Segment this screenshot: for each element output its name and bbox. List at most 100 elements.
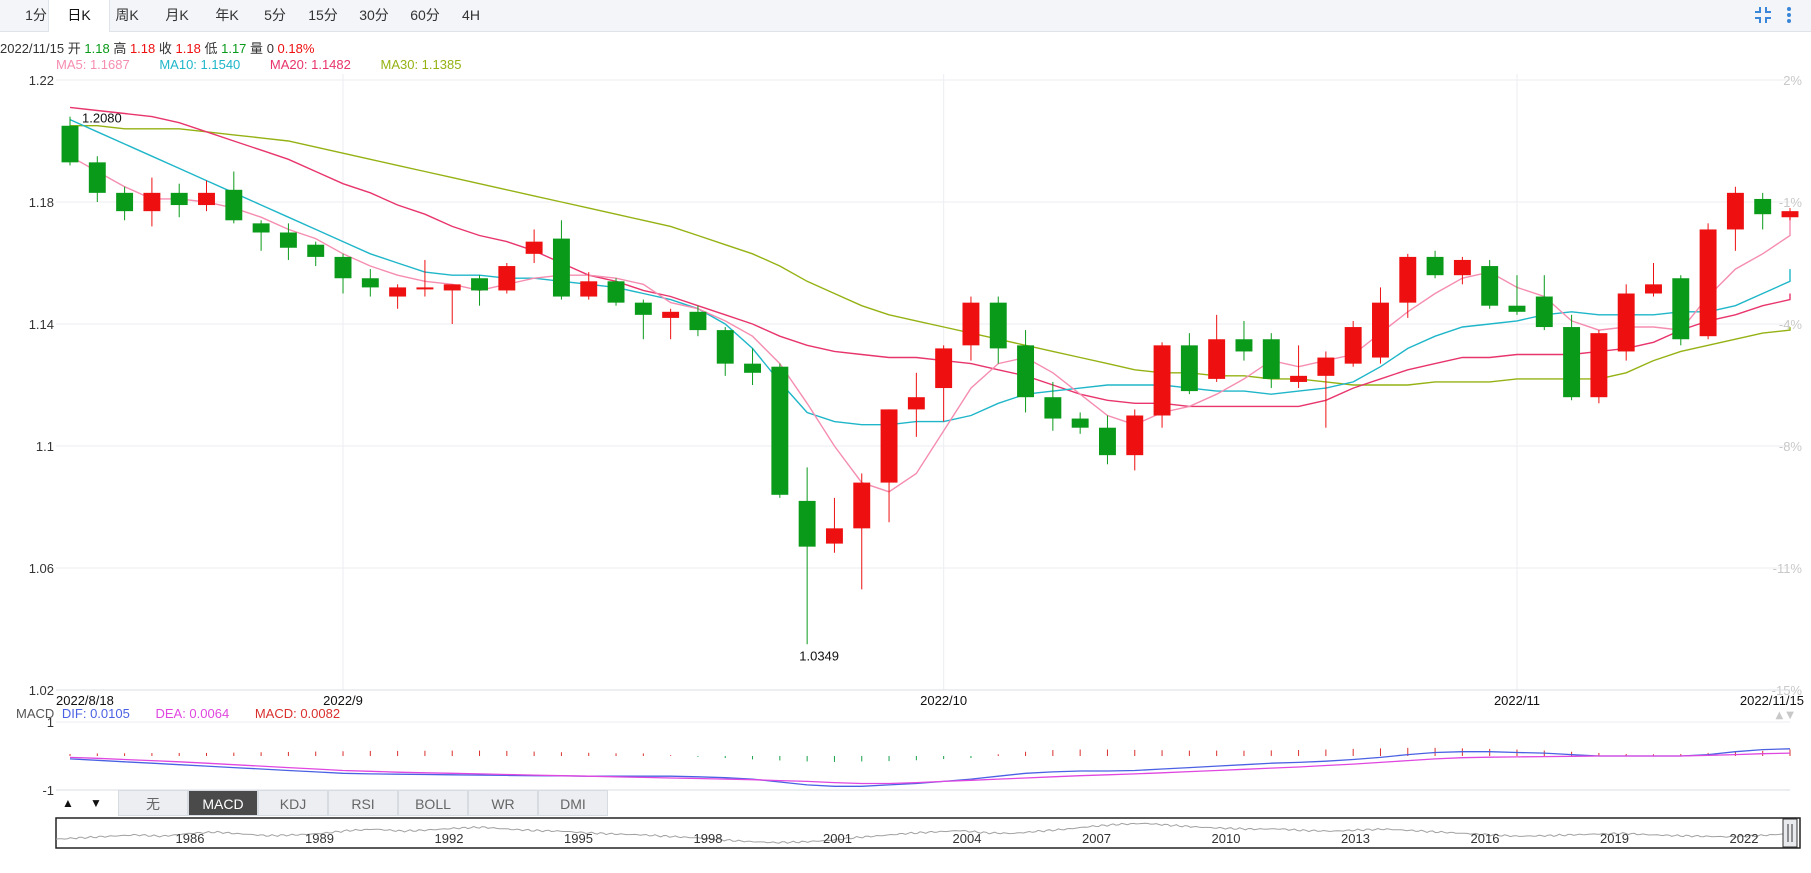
ohlc-info: 2022/11/15 开 1.18 高 1.18 收 1.18 低 1.17 量…	[0, 38, 314, 57]
candle-body	[252, 223, 270, 233]
pct-tick-label: -1%	[1779, 195, 1803, 210]
candle-body	[116, 192, 134, 212]
candle-body	[853, 482, 871, 529]
ma5-line	[69, 155, 1791, 493]
candle-body	[443, 284, 461, 291]
dif-line	[69, 748, 1791, 787]
candle-body	[389, 287, 407, 297]
macd-name: MACD	[16, 706, 55, 721]
indicator-tab-rsi[interactable]: RSI	[328, 790, 398, 816]
x-tick-label: 2022/9	[323, 693, 363, 708]
indicator-tab-wr[interactable]: WR	[468, 790, 538, 816]
pct-tick-label: -11%	[1773, 561, 1803, 576]
info-vol-label: 量	[250, 41, 264, 56]
navigator-year-label: 2013	[1341, 831, 1370, 846]
navigator-year-label: 1998	[694, 831, 723, 846]
indicator-prev-button[interactable]: ▲	[62, 796, 74, 810]
candle-body	[225, 189, 243, 221]
candle-body	[1235, 339, 1253, 352]
info-close: 1.18	[175, 41, 201, 56]
ma30-line	[70, 124, 1791, 386]
info-open: 1.18	[84, 41, 110, 56]
x-tick-label: 2022/11/15	[1740, 693, 1804, 708]
tab-4[interactable]: 年K	[215, 7, 239, 23]
navigator-year-label: 2007	[1082, 831, 1111, 846]
navigator-year-label: 1995	[564, 831, 593, 846]
y-tick-label: 1.06	[29, 561, 54, 576]
indicator-next-button[interactable]: ▼	[90, 796, 102, 810]
candle-body	[1563, 327, 1581, 398]
indicator-tab-kdj[interactable]: KDJ	[258, 790, 328, 816]
tab-1[interactable]: 日K	[48, 0, 110, 32]
range-navigator[interactable]: 1986 1989 1992 1995 1998 2001 2004 2007 2010 2013…	[55, 817, 1801, 849]
candle-body	[143, 192, 161, 212]
candle-body	[416, 287, 434, 290]
tab-5[interactable]: 5分	[264, 7, 286, 23]
candle-body	[1344, 327, 1362, 364]
candle-body	[1754, 198, 1772, 215]
candle-body	[498, 266, 516, 291]
x-tick-label: 2022/8/18	[56, 693, 114, 708]
ma5-label: MA5: 1.1687	[56, 57, 130, 72]
tab-8[interactable]: 60分	[410, 7, 440, 23]
candle-body	[607, 281, 625, 303]
candle-body	[907, 397, 925, 410]
candle-body	[1372, 302, 1389, 358]
candle-body	[1180, 345, 1198, 392]
macd-scroll-icon: ▲ ▼	[1775, 710, 1794, 721]
candle-body	[279, 232, 297, 248]
more-vertical-icon[interactable]	[1784, 4, 1794, 26]
candle-body	[552, 238, 570, 297]
navigator-handle[interactable]	[1782, 818, 1798, 848]
navigator-year-label: 2022	[1730, 831, 1759, 846]
ma20-label: MA20: 1.1482	[269, 57, 351, 72]
indicator-tab-boll[interactable]: BOLL	[398, 790, 468, 816]
candle-body	[1262, 339, 1280, 379]
ma-legend: MA5: 1.1687 MA10: 1.1540 MA20: 1.1482 MA…	[56, 57, 487, 72]
info-close-label: 收	[158, 41, 172, 56]
candle-body	[1426, 256, 1444, 276]
tab-0[interactable]: 1分	[25, 7, 47, 23]
navigator-year-label: 2001	[823, 831, 852, 846]
candles	[61, 116, 1799, 645]
collapse-icon[interactable]	[1752, 4, 1774, 26]
info-date: 2022/11/15	[0, 41, 65, 56]
y-tick-label: 1.18	[29, 195, 54, 210]
indicator-tab-无[interactable]: 无	[118, 790, 188, 816]
macd-tick-label: -1	[42, 783, 54, 798]
candle-body	[962, 302, 980, 346]
pct-tick-label: -8%	[1779, 439, 1803, 454]
candle-body	[935, 348, 953, 389]
candle-body	[1781, 211, 1799, 218]
tab-9[interactable]: 4H	[462, 7, 480, 23]
candle-body	[662, 311, 680, 318]
tab-7[interactable]: 30分	[359, 7, 389, 23]
candle-body	[1317, 357, 1335, 376]
pct-tick-label: 2%	[1783, 73, 1802, 88]
macd-legend: MACD DIF: 0.0105 DEA: 0.0064 MACD: 0.008…	[16, 706, 362, 721]
tab-3[interactable]: 月K	[165, 7, 189, 23]
tab-6[interactable]: 15分	[308, 7, 338, 23]
candle-body	[798, 500, 816, 547]
candle-body	[1208, 339, 1226, 379]
candle-body	[1617, 293, 1635, 352]
x-tick-label: 2022/11	[1494, 693, 1540, 708]
indicator-tab-macd[interactable]: MACD	[188, 790, 258, 816]
candle-body	[689, 311, 707, 331]
ma20-line	[69, 106, 1791, 408]
tab-2[interactable]: 周K	[115, 7, 139, 23]
candle-body	[1535, 296, 1553, 328]
y-tick-label: 1.1	[36, 439, 54, 454]
y-tick-label: 1.14	[29, 317, 54, 332]
navigator-year-label: 1986	[176, 831, 205, 846]
x-tick-label: 2022/10	[920, 693, 967, 708]
axes: 1.22 2%1.18 -1%1.14 -4%1.1 -8%1.06 -11%1.02 -1…	[29, 73, 1804, 708]
candle-body	[1508, 305, 1526, 312]
candle-body	[1126, 415, 1144, 456]
indicator-tab-dmi[interactable]: DMI	[538, 790, 608, 816]
candle-body	[1153, 345, 1171, 416]
y-tick-label: 1.22	[29, 73, 54, 88]
candle-body	[334, 256, 352, 279]
candle-body	[771, 366, 789, 495]
